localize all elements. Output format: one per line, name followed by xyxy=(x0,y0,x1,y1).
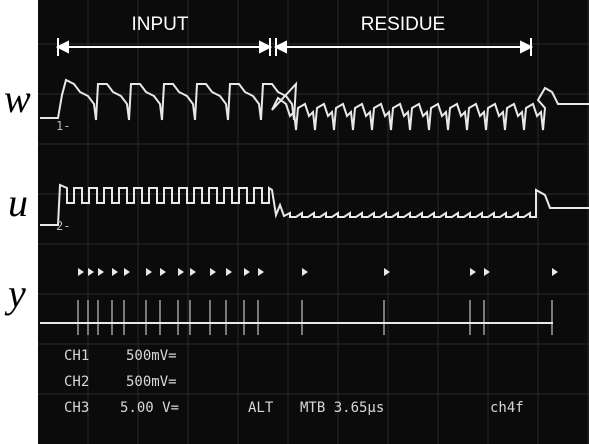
scope-screen xyxy=(38,0,589,444)
readout-text: CH3 xyxy=(64,400,89,416)
trace-label: u xyxy=(8,180,28,225)
trace-label: y xyxy=(4,271,26,316)
readout-text: ch4f xyxy=(490,400,524,416)
trace-label: w xyxy=(4,76,31,121)
readout-text: 500mV= xyxy=(126,348,177,364)
readout-text: 5.00 V= xyxy=(120,400,179,416)
segment-label: RESIDUE xyxy=(361,14,445,35)
channel-marker: 2- xyxy=(56,219,70,233)
readout-text: 500mV= xyxy=(126,374,177,390)
readout-text: CH1 xyxy=(64,348,89,364)
channel-marker: 1- xyxy=(56,119,70,133)
readout-text: MTB 3.65µs xyxy=(300,400,384,416)
oscilloscope-screenshot: INPUT RESIDUE w u y 1- 2- CH1 500mV= CH2… xyxy=(0,0,589,444)
readout-text: CH2 xyxy=(64,374,89,390)
readout-text: ALT xyxy=(248,400,274,416)
segment-label: INPUT xyxy=(132,14,189,35)
